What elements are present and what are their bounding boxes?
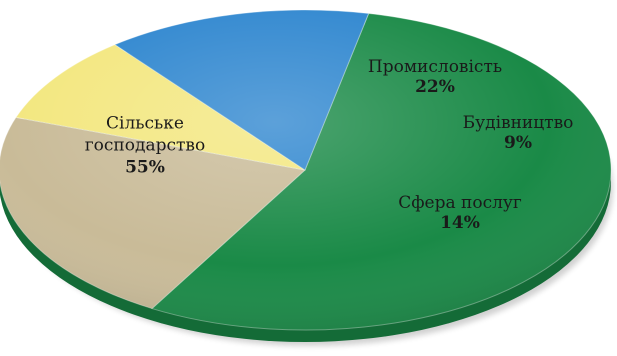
slice-value-2: 22% (415, 77, 455, 97)
slice-label-4-line-1: Сфера послуг (398, 193, 522, 213)
slice-value-4: 14% (440, 213, 480, 233)
slice-value-3: 9% (504, 133, 532, 153)
pie-gloss (0, 10, 611, 330)
slice-value-1: 55% (125, 158, 165, 178)
slice-label-1-line-1: Сільське (106, 114, 184, 134)
slice-label-1-line-2: господарство (85, 136, 205, 156)
slice-label-3-line-1: Будівництво (463, 113, 574, 133)
slice-label-2-line-1: Промисловість (368, 57, 502, 77)
